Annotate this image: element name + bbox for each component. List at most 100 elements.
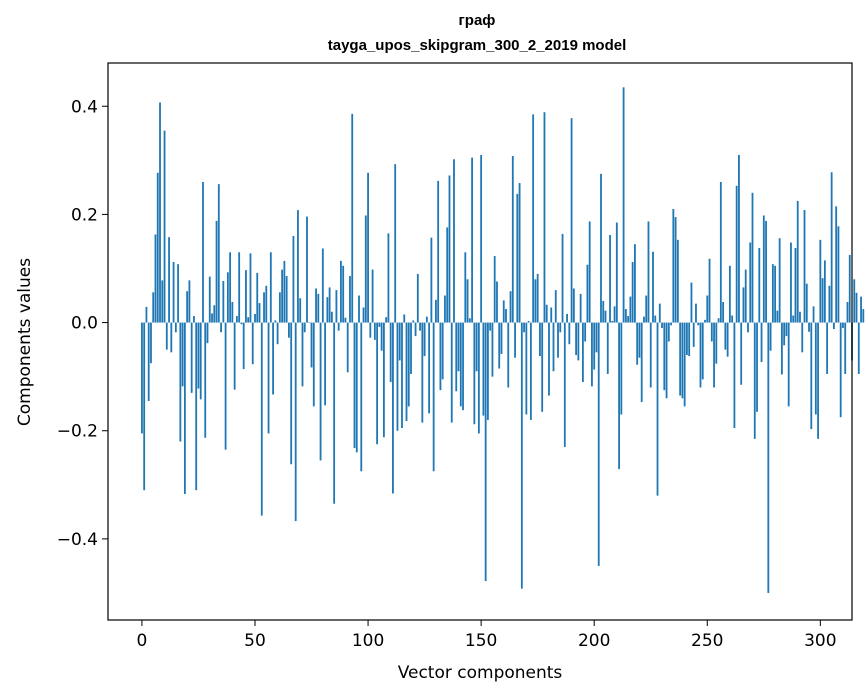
y-axis-label: Components values xyxy=(15,258,35,426)
bar-180 xyxy=(548,322,550,396)
bar-69 xyxy=(297,210,299,323)
bar-62 xyxy=(281,269,284,323)
bar-78 xyxy=(317,293,320,323)
bar-108 xyxy=(385,317,388,323)
bar-160 xyxy=(502,300,505,323)
bar-21 xyxy=(188,280,191,323)
bar-6 xyxy=(154,234,157,323)
bar-283 xyxy=(780,322,783,375)
bar-237 xyxy=(676,239,679,323)
bar-41 xyxy=(233,322,236,390)
bar-75 xyxy=(310,322,313,368)
bar-238 xyxy=(679,322,682,396)
bar-29 xyxy=(206,322,209,344)
bar-197 xyxy=(586,264,589,323)
bar-266 xyxy=(742,287,745,323)
bar-169 xyxy=(523,322,525,333)
bar-189 xyxy=(568,322,571,345)
x-axis: 0 50 100 150 200 250 300 xyxy=(137,620,837,651)
bar-206 xyxy=(606,322,609,374)
bar-257 xyxy=(722,302,725,323)
bar-239 xyxy=(681,322,684,399)
bar-289 xyxy=(794,247,797,323)
y-tick-label: −0.4 xyxy=(57,530,98,550)
bar-164 xyxy=(511,156,514,323)
y-tick-label: 0.0 xyxy=(71,314,98,334)
bar-56 xyxy=(267,322,270,434)
bar-23 xyxy=(193,316,195,323)
bar-244 xyxy=(692,322,695,347)
bar-28 xyxy=(204,322,207,438)
bar-107 xyxy=(382,322,385,438)
bar-39 xyxy=(229,252,232,323)
plot-frame xyxy=(107,62,853,621)
bar-250 xyxy=(706,295,709,323)
bar-133 xyxy=(441,322,444,380)
bar-267 xyxy=(744,269,747,323)
bar-310 xyxy=(842,322,844,328)
bar-154 xyxy=(489,322,492,331)
bar-303 xyxy=(826,322,829,374)
bar-307 xyxy=(835,206,838,323)
bar-33 xyxy=(215,220,218,323)
bar-146 xyxy=(471,157,473,323)
bar-110 xyxy=(389,322,392,383)
bar-194 xyxy=(579,293,582,323)
x-tick-label: 100 xyxy=(352,631,384,651)
bar-106 xyxy=(380,322,383,351)
bar-71 xyxy=(301,322,304,387)
bar-25 xyxy=(197,322,200,389)
bar-276 xyxy=(765,220,767,323)
bar-219 xyxy=(636,322,639,365)
bar-167 xyxy=(518,183,521,323)
y-tick-label: −0.2 xyxy=(57,422,98,442)
y-tick-label: 0.2 xyxy=(71,205,98,225)
bar-68 xyxy=(294,322,297,522)
bar-187 xyxy=(563,322,566,447)
bar-166 xyxy=(516,193,519,323)
bar-82 xyxy=(326,297,329,323)
bar-315 xyxy=(853,279,856,323)
bar-86 xyxy=(335,290,338,323)
bar-22 xyxy=(190,322,193,393)
bar-258 xyxy=(724,322,727,350)
bar-81 xyxy=(324,322,326,406)
bar-16 xyxy=(177,264,180,323)
bar-101 xyxy=(369,322,372,338)
bar-215 xyxy=(627,316,630,323)
bar-135 xyxy=(446,227,449,323)
bar-229 xyxy=(658,303,661,323)
y-tick-label: 0.4 xyxy=(71,97,98,117)
bar-67 xyxy=(292,236,295,323)
bar-284 xyxy=(783,322,786,346)
bar-26 xyxy=(199,322,202,400)
bar-116 xyxy=(403,314,406,323)
bar-318 xyxy=(860,296,862,323)
bar-32 xyxy=(213,305,216,323)
bar-254 xyxy=(715,322,718,364)
bar-63 xyxy=(283,260,286,323)
bar-47 xyxy=(247,317,250,323)
bar-226 xyxy=(652,251,654,323)
bar-172 xyxy=(529,322,532,420)
bar-70 xyxy=(299,298,302,323)
bar-46 xyxy=(245,270,247,323)
bar-99 xyxy=(364,215,367,323)
bar-293 xyxy=(803,210,806,323)
bar-309 xyxy=(839,322,842,418)
bar-100 xyxy=(367,172,369,323)
bar-234 xyxy=(670,322,672,326)
bar-177 xyxy=(541,322,544,412)
bar-186 xyxy=(561,233,564,323)
bar-38 xyxy=(226,272,229,323)
bar-73 xyxy=(306,216,308,323)
bar-13 xyxy=(170,322,173,353)
bar-114 xyxy=(398,322,401,361)
bar-104 xyxy=(376,322,379,445)
bar-17 xyxy=(179,322,182,442)
bar-233 xyxy=(667,322,670,342)
bar-130 xyxy=(435,299,437,323)
bar-89 xyxy=(342,265,345,323)
bar-302 xyxy=(823,260,826,323)
